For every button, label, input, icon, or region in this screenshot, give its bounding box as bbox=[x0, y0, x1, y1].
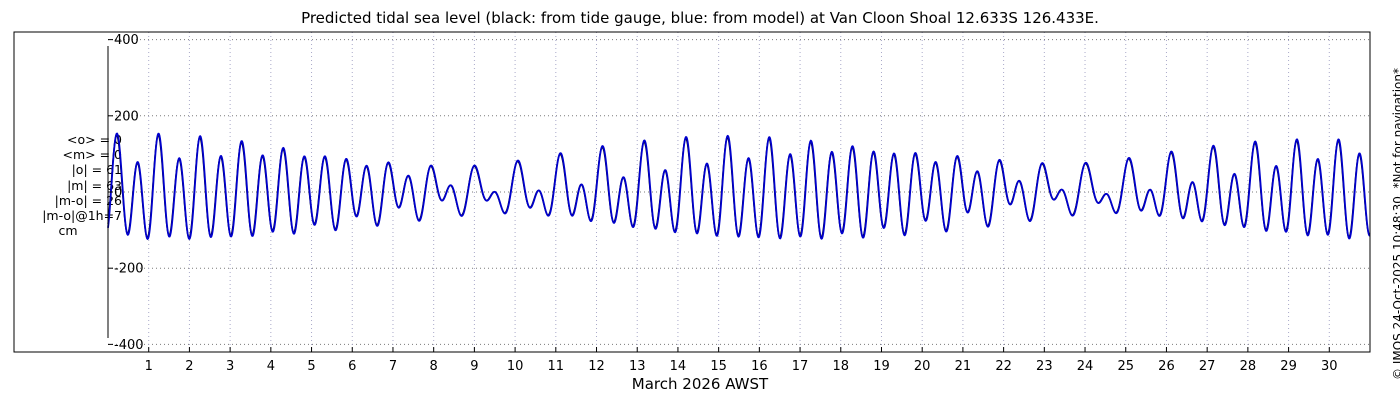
x-tick-label: 19 bbox=[873, 359, 890, 374]
x-tick-label: 9 bbox=[470, 359, 478, 374]
stat-mean-observed: <o> = 0 bbox=[67, 132, 122, 147]
series-line-model bbox=[107, 132, 1371, 240]
stat-abs-difference-1h: |m-o|@1h=7 bbox=[42, 208, 122, 224]
grid-lines bbox=[108, 32, 1370, 352]
x-tick-label: 8 bbox=[430, 359, 438, 374]
x-tick-label: 13 bbox=[629, 359, 646, 374]
y-tick-label: 400 bbox=[114, 33, 139, 48]
x-tick-label: 25 bbox=[1117, 359, 1134, 374]
x-tick-label: 27 bbox=[1199, 359, 1216, 374]
x-tick-label: 5 bbox=[307, 359, 315, 374]
x-tick-label: 12 bbox=[588, 359, 605, 374]
series-lines bbox=[107, 132, 1371, 240]
stat-units: cm bbox=[58, 223, 78, 239]
stat-abs-model: |m| = 63 bbox=[67, 177, 122, 193]
y-tick-label: -400 bbox=[114, 338, 144, 353]
x-tick-label: 29 bbox=[1280, 359, 1297, 374]
x-tick-label: 24 bbox=[1077, 359, 1094, 374]
stat-abs-observed: |o| = 61 bbox=[71, 162, 122, 178]
axes bbox=[13, 31, 1371, 353]
x-tick-label: 16 bbox=[751, 359, 768, 374]
x-axis-label: March 2026 AWST bbox=[631, 375, 769, 393]
x-tick-label: 15 bbox=[710, 359, 727, 374]
x-tick-label: 18 bbox=[833, 359, 850, 374]
x-tick-label: 28 bbox=[1240, 359, 1257, 374]
stat-abs-difference: |m-o| = 26 bbox=[54, 192, 122, 208]
x-tick-label: 1 bbox=[145, 359, 153, 374]
x-tick-label: 11 bbox=[548, 359, 565, 374]
series-line-tide-gauge bbox=[107, 134, 1371, 239]
x-tick-label: 17 bbox=[792, 359, 809, 374]
chart-title: Predicted tidal sea level (black: from t… bbox=[301, 9, 1099, 27]
stats-box: <o> = 0 <m> = 0 |o| = 61 |m| = 63 |m-o| … bbox=[14, 132, 122, 238]
x-ticks: 1 2 3 4 5 6 7 8 9 10 11 12 13 14 15 16 17 18 19 20 21 22 23 24 2… bbox=[145, 347, 1338, 374]
y-tick-label: -200 bbox=[114, 262, 144, 277]
x-tick-label: 7 bbox=[389, 359, 397, 374]
x-tick-label: 3 bbox=[226, 359, 234, 374]
x-tick-label: 20 bbox=[914, 359, 931, 374]
x-tick-label: 14 bbox=[670, 359, 687, 374]
x-tick-label: 26 bbox=[1158, 359, 1175, 374]
x-tick-label: 10 bbox=[507, 359, 524, 374]
x-tick-label: 21 bbox=[955, 359, 972, 374]
stat-mean-model: <m> = 0 bbox=[62, 147, 123, 163]
x-tick-label: 2 bbox=[185, 359, 193, 374]
x-tick-label: 6 bbox=[348, 359, 356, 374]
plot-frame bbox=[13, 31, 1371, 353]
y-tick-label: 200 bbox=[114, 109, 139, 124]
x-tick-label: 23 bbox=[1036, 359, 1053, 374]
copyright-notice: © IMOS 24-Oct-2025 10:48:30. *Not for na… bbox=[1391, 68, 1400, 380]
x-tick-label: 30 bbox=[1321, 359, 1338, 374]
x-tick-label: 4 bbox=[267, 359, 275, 374]
x-tick-label: 22 bbox=[995, 359, 1012, 374]
